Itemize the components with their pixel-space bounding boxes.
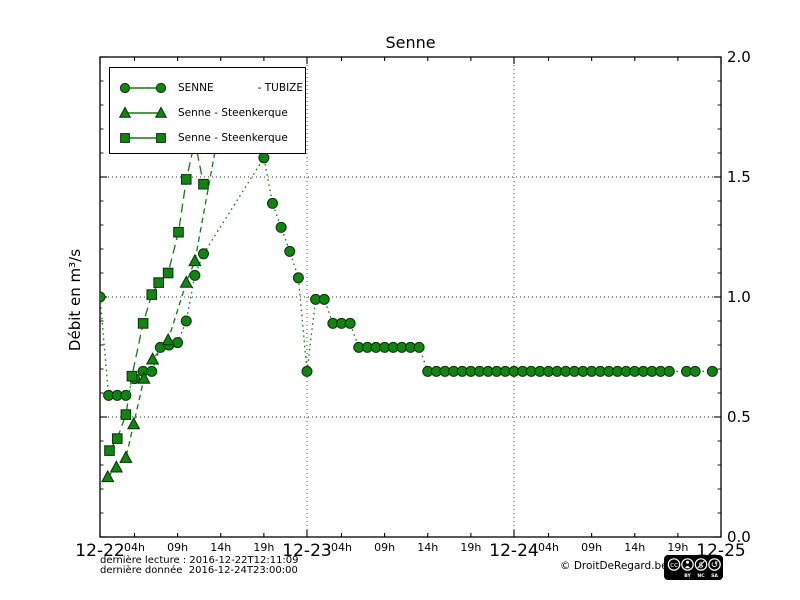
circle-marker: [301, 365, 313, 377]
square-marker: [104, 445, 115, 456]
cc-license-badge: cc $ ↺ BY NC SA: [664, 555, 723, 580]
square-marker: [137, 318, 149, 329]
square-marker: [173, 226, 184, 238]
circle-marker: [292, 272, 304, 284]
triangle-marker: [188, 253, 202, 267]
circle-marker: [275, 221, 287, 233]
circle-marker: [100, 291, 106, 303]
copyright-text: © DroitDeRegard.be: [560, 560, 668, 572]
x-tick-label-hour: 14h: [210, 541, 232, 554]
x-tick-label-hour: 04h: [331, 541, 352, 554]
triangle-legend-icon: [119, 105, 167, 118]
cc-nc-icon: $: [697, 561, 705, 570]
x-tick-label-day: 12-24: [489, 541, 539, 561]
triangle-marker: [101, 469, 115, 483]
triangle-marker: [127, 416, 141, 430]
x-tick-label-hour: 04h: [538, 541, 559, 554]
square-marker: [111, 433, 123, 444]
x-tick-label-hour: 09h: [581, 541, 603, 554]
circle-marker: [189, 269, 201, 281]
y-tick-label: 1.5: [727, 168, 751, 186]
circle-marker: [413, 341, 425, 353]
cc-logo-glyph: cc: [670, 561, 678, 569]
circle-marker: [344, 317, 356, 329]
circle-marker: [172, 337, 184, 349]
y-axis-label: Débit en m³/s: [66, 248, 84, 352]
cc-nc-label: NC: [697, 573, 705, 579]
x-tick-label-day: 12-22: [75, 541, 125, 561]
square-marker: [126, 370, 138, 382]
circle-marker: [198, 248, 209, 260]
square-marker: [162, 267, 174, 279]
circle-marker: [258, 152, 270, 164]
y-tick-label: 2.0: [727, 48, 751, 66]
x-tick-label-hour: 14h: [417, 541, 439, 554]
circle-legend-icon: [119, 82, 167, 93]
circle-marker: [663, 365, 675, 377]
circle-marker: [706, 365, 718, 377]
cc-sa-label: SA: [711, 573, 718, 579]
triangle-marker: [109, 460, 124, 473]
legend-entry-circle: SENNE - TUBIZE: [119, 75, 305, 100]
square-marker: [146, 289, 158, 300]
circle-marker: [689, 365, 701, 377]
y-tick-label: 0.0: [727, 528, 751, 546]
cc-sa-icon: ↺: [711, 561, 719, 571]
x-tick-label-hour: 09h: [167, 541, 189, 554]
triangle-marker: [179, 275, 193, 288]
triangle-marker: [145, 352, 160, 365]
circle-marker: [284, 245, 296, 257]
chart-legend: SENNE - TUBIZE Senne - Steenkerque Senne - …: [109, 67, 306, 154]
data-series-group: [100, 68, 718, 483]
x-tick-label-hour: 19h: [460, 541, 482, 554]
legend-entry-square: Senne - Steenkerque: [119, 125, 305, 150]
last-reading-text: dernière lecture : 2016-12-22T12:11:09: [100, 555, 299, 566]
legend-entry-triangle: Senne - Steenkerque: [119, 100, 305, 125]
cc-by-label: BY: [684, 573, 691, 579]
cc-by-icon: [684, 560, 691, 569]
square-marker: [180, 174, 192, 185]
x-tick-label-hour: 14h: [624, 541, 646, 554]
x-tick-label-hour: 09h: [374, 541, 396, 554]
legend-label: Senne - Steenkerque: [178, 106, 288, 119]
circle-marker: [267, 197, 278, 209]
last-data-text: dernière donnée 2016-12-24T23:00:00: [100, 565, 298, 576]
circle-marker: [180, 315, 192, 327]
x-tick-label-day: 12-23: [282, 541, 332, 561]
x-tick-label-hour: 04h: [124, 541, 145, 554]
y-tick-label: 0.5: [727, 408, 751, 426]
triangle-marker: [161, 332, 175, 346]
circle-marker: [318, 293, 330, 305]
square-marker: [198, 178, 209, 190]
chart-title: Senne: [385, 33, 436, 52]
square-marker: [120, 409, 132, 420]
x-tick-label-hour: 19h: [667, 541, 689, 554]
square-legend-icon: [120, 132, 166, 143]
triangle-marker: [137, 371, 151, 384]
triangle-marker: [119, 450, 133, 463]
y-tick-label: 1.0: [727, 288, 751, 306]
square-marker: [153, 277, 164, 288]
legend-label: Senne - Steenkerque: [178, 131, 288, 144]
legend-label: SENNE - TUBIZE: [178, 81, 303, 94]
x-tick-label-hour: 19h: [253, 541, 275, 554]
